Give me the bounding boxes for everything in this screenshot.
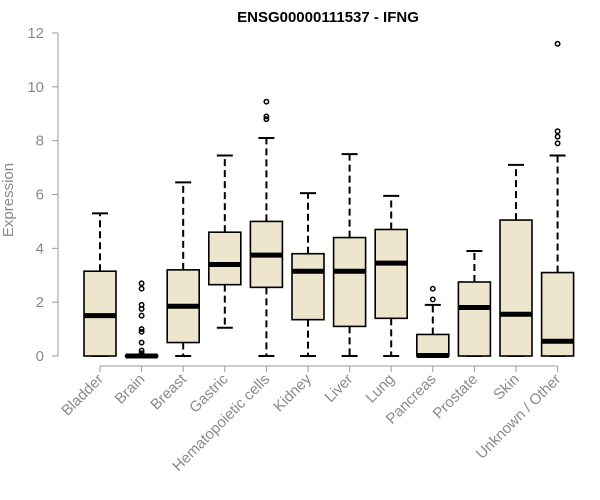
outlier-point [138, 312, 145, 319]
box-unknown-other [540, 40, 575, 357]
box-pancreas [415, 285, 450, 358]
box-gastric [208, 154, 242, 329]
outlier-point [138, 328, 145, 335]
outlier-point [429, 296, 436, 303]
y-tick-label: 2 [36, 294, 44, 311]
box-bladder [83, 212, 117, 357]
outlier-point [138, 301, 145, 308]
y-axis: 0 2 4 6 8 10 12 [27, 25, 58, 365]
outlier-point [138, 350, 145, 357]
outlier-point [554, 133, 561, 140]
box-lung [374, 194, 409, 357]
box-kidney [291, 192, 325, 357]
y-tick-label: 12 [27, 25, 44, 42]
x-tick-label: Liver [321, 371, 356, 406]
box-skin [499, 163, 533, 357]
x-tick-label: Breast [147, 370, 190, 413]
outlier-point [138, 280, 145, 287]
outlier-point [554, 128, 561, 135]
box-liver [332, 153, 367, 357]
outlier-point [138, 339, 145, 346]
outlier-point [263, 98, 270, 105]
x-tick-label: Brain [112, 371, 149, 408]
x-tick-label: Prostate [430, 371, 482, 423]
x-tick-label: Skin [490, 371, 523, 404]
box-iqr [457, 281, 492, 357]
y-tick-label: 6 [36, 187, 44, 204]
box-breast [166, 181, 200, 357]
outlier-point [263, 113, 270, 120]
outlier-point [138, 326, 145, 333]
box-iqr [291, 252, 325, 321]
y-axis-label: Expression [0, 163, 17, 237]
outlier-point [138, 347, 145, 354]
x-tick-label: Lung [362, 371, 398, 407]
box-iqr [415, 333, 450, 357]
box-brain [124, 280, 159, 359]
boxes-layer [83, 40, 575, 359]
outlier-point [138, 285, 145, 292]
outlier-point [554, 140, 561, 147]
chart-title: ENSG00000111537 - IFNG [237, 9, 419, 26]
y-tick-label: 4 [36, 240, 44, 257]
box-hematopoietic-cells [249, 98, 284, 357]
outlier-point [429, 285, 436, 292]
box-iqr [374, 228, 409, 320]
y-tick-label: 0 [36, 348, 44, 365]
box-iqr [332, 236, 367, 328]
y-tick-label: 10 [27, 79, 44, 96]
box-iqr [208, 231, 242, 286]
x-tick-label: Kidney [270, 370, 315, 415]
y-tick-label: 8 [36, 133, 44, 150]
box-prostate [457, 250, 492, 357]
x-tick-label: Bladder [58, 371, 107, 420]
outlier-point [554, 40, 561, 47]
box-iqr [499, 219, 533, 357]
outlier-point [263, 116, 270, 123]
